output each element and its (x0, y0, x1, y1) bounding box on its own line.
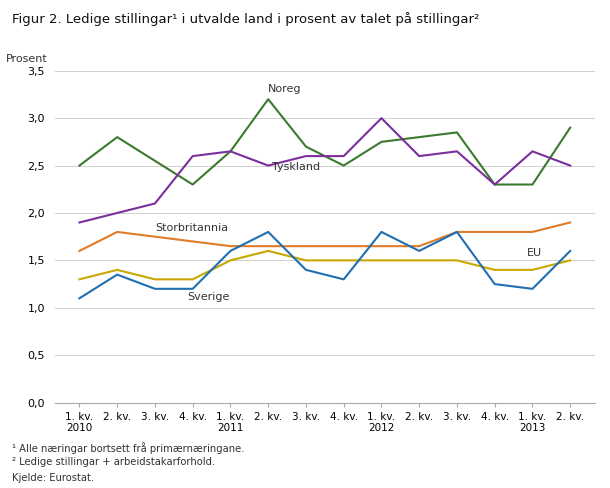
Text: Noreg: Noreg (268, 83, 302, 94)
Text: Sverige: Sverige (187, 292, 229, 302)
Text: ¹ Alle næringar bortsett frå primærnæringane.: ¹ Alle næringar bortsett frå primærnærin… (12, 442, 245, 453)
Text: Storbritannia: Storbritannia (155, 223, 228, 233)
Text: Kjelde: Eurostat.: Kjelde: Eurostat. (12, 473, 95, 483)
Text: ² Ledige stillingar + arbeidstakarforhold.: ² Ledige stillingar + arbeidstakarforhol… (12, 457, 215, 467)
Text: EU: EU (527, 248, 542, 259)
Text: Figur 2. Ledige stillingar¹ i utvalde land i prosent av talet på stillingar²: Figur 2. Ledige stillingar¹ i utvalde la… (12, 12, 479, 26)
Text: Tyskland: Tyskland (272, 162, 320, 172)
Text: Prosent: Prosent (6, 54, 48, 64)
